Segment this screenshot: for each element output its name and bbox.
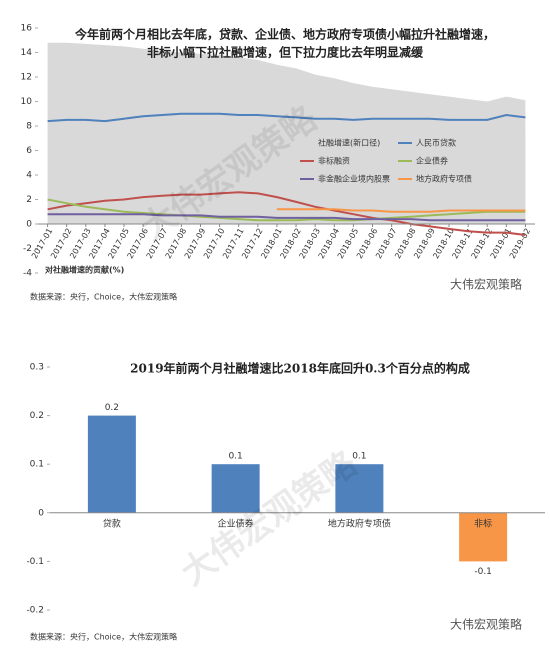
y-tick-label: 12 (21, 73, 32, 83)
x-tick-label: 企业债券 (218, 517, 254, 529)
chart-title: 非标小幅下拉社融增速，但下拉力度比去年明显减缓 (147, 45, 424, 60)
x-tick-label: 贷款 (103, 517, 121, 529)
y-tick-label: -2 (23, 244, 32, 254)
y-tick-label: 0 (38, 508, 44, 518)
legend-label: 地方政府专项债 (416, 174, 472, 184)
line (47, 112, 526, 123)
y-tick-label: -0.1 (26, 557, 44, 567)
y-tick-label: 10 (21, 97, 33, 107)
line (276, 208, 526, 213)
value-label: 0.1 (228, 452, 242, 462)
y-tick-label: 0.1 (30, 460, 44, 470)
x-tick-label: 非标 (474, 517, 492, 529)
legend-label: 企业债券 (416, 156, 448, 166)
line (47, 198, 526, 222)
y-tick-label: 0.3 (30, 363, 44, 373)
logo: 大伟宏观策略 (450, 617, 522, 632)
legend-label: 非标融资 (318, 156, 350, 166)
legend-label: 社融增速(新口径) (318, 138, 380, 148)
y-tick-label: 0 (26, 220, 32, 230)
bar (335, 464, 384, 513)
source: 数据来源：央行，Choice，大伟宏观策略 (30, 292, 177, 302)
y-tick-label: -0.2 (26, 606, 44, 616)
value-label: 0.2 (105, 403, 119, 413)
source: 数据来源：央行，Choice，大伟宏观策略 (30, 632, 177, 642)
logo: 大伟宏观策略 (450, 277, 522, 292)
value-label: -0.1 (474, 567, 492, 577)
legend-label: 非金融企业境内股票 (318, 174, 390, 184)
y-tick-label: 6 (26, 146, 32, 156)
legend-label: 人民币贷款 (416, 138, 456, 148)
x-tick-label: 地方政府专项债 (328, 517, 391, 529)
bar (211, 464, 260, 513)
y-tick-label: 16 (21, 24, 33, 34)
y-tick-label: 14 (21, 48, 33, 58)
chart-title: 2019年前两个月社融增速比2018年底回升0.3个百分点的构成 (130, 361, 470, 376)
line (47, 191, 526, 236)
bar (87, 415, 136, 513)
y-tick-label: 4 (26, 171, 32, 181)
y-tick-label: 0.2 (30, 411, 44, 421)
chart-title: 今年前两个月相比去年底，贷款、企业债、地方政府专项债小幅拉升社融增速， (74, 27, 495, 42)
bar (459, 512, 508, 562)
line (47, 213, 526, 222)
y-tick-label: 2 (26, 195, 32, 205)
value-label: 0.1 (352, 452, 366, 462)
y-axis-label: 对社融增速的贡献(%) (45, 265, 124, 275)
y-tick-label: -4 (23, 269, 32, 279)
y-tick-label: 8 (26, 122, 32, 132)
